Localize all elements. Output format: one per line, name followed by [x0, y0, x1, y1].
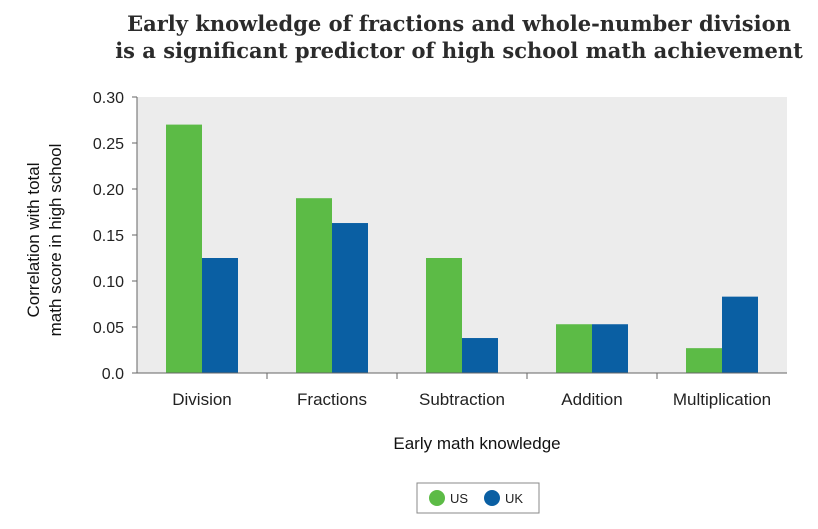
- x-axis-title: Early math knowledge: [393, 434, 560, 453]
- bars-group: [166, 124, 758, 373]
- bar-uk-addition: [592, 324, 628, 373]
- x-tick-label: Fractions: [297, 390, 367, 409]
- chart-title-line-2: is a significant predictor of high schoo…: [115, 38, 803, 63]
- legend-label-uk: UK: [505, 491, 523, 506]
- bar-us-multiplication: [686, 348, 722, 373]
- x-tick-label: Addition: [561, 390, 622, 409]
- bar-uk-division: [202, 258, 238, 373]
- bar-us-subtraction: [426, 258, 462, 373]
- legend-swatch-us: [429, 490, 445, 506]
- bar-uk-fractions: [332, 223, 368, 373]
- x-tick-label: Subtraction: [419, 390, 505, 409]
- chart-title-line-1: Early knowledge of fractions and whole-n…: [127, 11, 791, 36]
- y-tick-label: 0.0: [102, 366, 124, 383]
- y-tick-label: 0.30: [93, 90, 124, 107]
- y-axis-title-line-1: Correlation with total: [24, 163, 43, 318]
- y-tick-label: 0.05: [93, 320, 124, 337]
- bar-uk-multiplication: [722, 296, 758, 373]
- y-axis-title-line-2: math score in high school: [46, 144, 65, 337]
- bar-us-addition: [556, 324, 592, 373]
- x-tick-label: Division: [172, 390, 232, 409]
- y-tick-label: 0.25: [93, 136, 124, 153]
- x-categories-group: Division Fractions Subtraction Addition Mult…: [172, 373, 771, 409]
- x-tick-label: Multiplication: [673, 390, 771, 409]
- legend-label-us: US: [450, 491, 468, 506]
- bar-us-division: [166, 124, 202, 373]
- y-tick-label: 0.20: [93, 182, 124, 199]
- legend: US UK: [416, 482, 540, 514]
- bar-us-fractions: [296, 198, 332, 373]
- y-ticks-group: 0.0 0.05 0.10 0.15 0.20 0.25 0.30: [93, 90, 137, 383]
- bar-uk-subtraction: [462, 338, 498, 373]
- legend-swatch-uk: [484, 490, 500, 506]
- y-tick-label: 0.10: [93, 274, 124, 291]
- y-tick-label: 0.15: [93, 228, 124, 245]
